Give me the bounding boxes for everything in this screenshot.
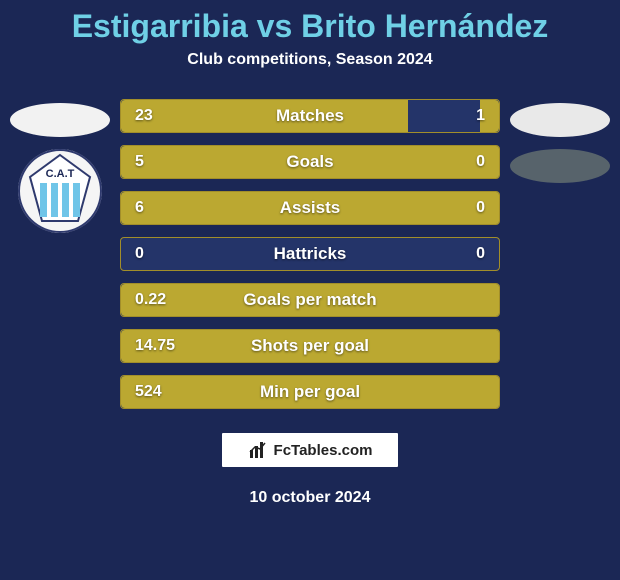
stat-label: Assists: [121, 192, 499, 224]
stat-row: 524Min per goal: [120, 375, 500, 409]
subtitle: Club competitions, Season 2024: [187, 51, 432, 69]
svg-text:C.A.T: C.A.T: [46, 168, 75, 180]
stat-value-right: 0: [476, 238, 485, 270]
comparison-panel: C.A.T 23Matches15Goals06Assists00Hattric…: [0, 99, 620, 409]
stat-value-right: 0: [476, 192, 485, 224]
stat-label: Min per goal: [121, 376, 499, 408]
bar-chart-icon: [248, 440, 268, 460]
stat-label: Matches: [121, 100, 499, 132]
source-credit-label: FcTables.com: [274, 442, 373, 459]
date-label: 10 october 2024: [250, 489, 371, 507]
page-title: Estigarribia vs Brito Hernández: [72, 8, 549, 45]
stat-label: Goals: [121, 146, 499, 178]
stat-row: 23Matches1: [120, 99, 500, 133]
infographic: Estigarribia vs Brito Hernández Club com…: [0, 0, 620, 580]
right-team-column: [510, 99, 610, 409]
stat-value-right: 1: [476, 100, 485, 132]
stat-bars: 23Matches15Goals06Assists00Hattricks00.2…: [120, 99, 500, 409]
stat-row: 0.22Goals per match: [120, 283, 500, 317]
stat-label: Shots per goal: [121, 330, 499, 362]
source-credit-box: FcTables.com: [220, 431, 400, 469]
stat-value-right: 0: [476, 146, 485, 178]
stat-label: Goals per match: [121, 284, 499, 316]
stat-row: 14.75Shots per goal: [120, 329, 500, 363]
stat-row: 5Goals0: [120, 145, 500, 179]
right-team-logo-placeholder-1: [510, 103, 610, 137]
club-badge: C.A.T: [18, 149, 102, 233]
stat-label: Hattricks: [121, 238, 499, 270]
stat-row: 0Hattricks0: [120, 237, 500, 271]
left-team-column: C.A.T: [10, 99, 110, 409]
stat-row: 6Assists0: [120, 191, 500, 225]
club-badge-svg: C.A.T: [18, 149, 102, 233]
left-team-logo-placeholder: [10, 103, 110, 137]
right-team-logo-placeholder-2: [510, 149, 610, 183]
